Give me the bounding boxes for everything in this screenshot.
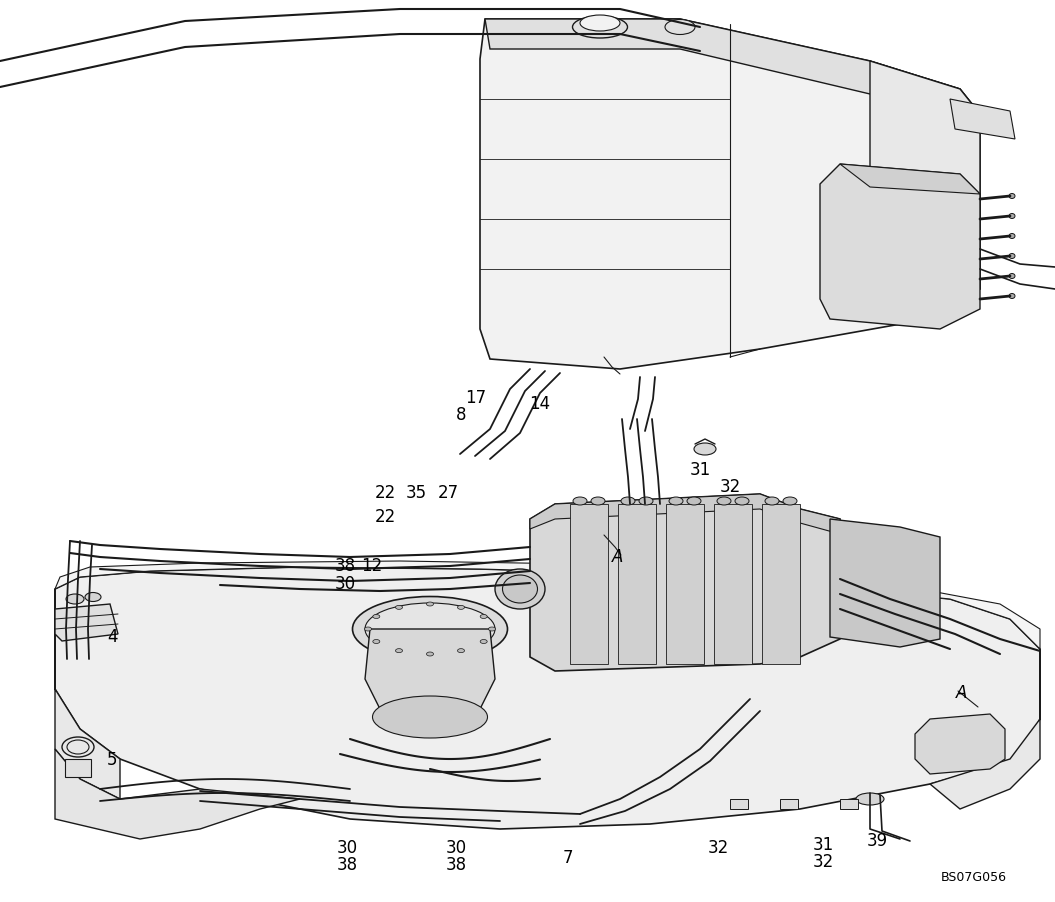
Text: 38: 38 — [337, 855, 358, 873]
Text: 32: 32 — [720, 477, 741, 495]
Polygon shape — [530, 494, 840, 671]
Ellipse shape — [352, 597, 507, 662]
Text: 38: 38 — [445, 855, 466, 873]
Text: 35: 35 — [405, 483, 426, 502]
Polygon shape — [820, 165, 980, 329]
Ellipse shape — [495, 569, 545, 610]
Ellipse shape — [1009, 235, 1015, 239]
Text: BS07G056: BS07G056 — [941, 870, 1008, 884]
Polygon shape — [950, 100, 1015, 140]
Text: 17: 17 — [465, 389, 486, 407]
Ellipse shape — [1009, 215, 1015, 219]
Text: 7: 7 — [562, 848, 573, 866]
Text: 4: 4 — [107, 627, 117, 645]
Polygon shape — [55, 604, 118, 641]
Polygon shape — [485, 20, 980, 115]
Ellipse shape — [783, 497, 797, 505]
Bar — [666, 504, 704, 664]
Ellipse shape — [856, 793, 884, 805]
Ellipse shape — [665, 21, 695, 35]
Ellipse shape — [396, 605, 403, 610]
Bar — [714, 504, 752, 664]
Ellipse shape — [426, 652, 434, 657]
Text: 32: 32 — [812, 852, 833, 870]
Ellipse shape — [488, 627, 496, 631]
Text: 5: 5 — [107, 750, 117, 769]
Ellipse shape — [502, 575, 537, 603]
Text: 39: 39 — [866, 831, 887, 849]
Polygon shape — [55, 561, 1040, 649]
Polygon shape — [530, 494, 840, 534]
Text: A: A — [612, 548, 624, 566]
Ellipse shape — [458, 605, 464, 610]
Text: 30: 30 — [334, 575, 356, 593]
Polygon shape — [55, 589, 120, 799]
Text: 30: 30 — [445, 838, 466, 856]
Polygon shape — [55, 567, 1040, 829]
Ellipse shape — [480, 615, 487, 619]
Ellipse shape — [85, 593, 101, 602]
Ellipse shape — [426, 603, 434, 606]
Text: 31: 31 — [812, 835, 833, 853]
Ellipse shape — [364, 627, 371, 631]
Text: 12: 12 — [362, 557, 383, 575]
Bar — [570, 504, 608, 664]
Text: 32: 32 — [707, 838, 729, 856]
Ellipse shape — [458, 649, 464, 653]
Text: A: A — [956, 683, 967, 701]
Ellipse shape — [372, 615, 380, 619]
Text: 22: 22 — [375, 483, 396, 502]
Ellipse shape — [1009, 194, 1015, 199]
Text: 8: 8 — [456, 406, 466, 424]
Ellipse shape — [1009, 294, 1015, 299]
Ellipse shape — [372, 640, 380, 644]
Ellipse shape — [372, 696, 487, 738]
Ellipse shape — [480, 640, 487, 644]
Ellipse shape — [1009, 274, 1015, 280]
Bar — [840, 799, 858, 809]
Text: 14: 14 — [530, 394, 551, 412]
Text: 38: 38 — [334, 557, 356, 575]
Text: 30: 30 — [337, 838, 358, 856]
Ellipse shape — [66, 594, 84, 604]
Bar — [730, 799, 748, 809]
Ellipse shape — [694, 444, 716, 456]
Text: 31: 31 — [689, 461, 711, 478]
Ellipse shape — [396, 649, 403, 653]
Polygon shape — [830, 520, 940, 648]
Polygon shape — [870, 62, 980, 318]
Bar — [780, 799, 798, 809]
Polygon shape — [931, 649, 1040, 809]
Ellipse shape — [580, 16, 620, 32]
Ellipse shape — [573, 17, 628, 39]
Polygon shape — [840, 165, 980, 195]
Ellipse shape — [669, 497, 683, 505]
Text: 22: 22 — [375, 508, 396, 526]
Ellipse shape — [591, 497, 605, 505]
Polygon shape — [915, 714, 1005, 774]
Bar — [618, 504, 656, 664]
Bar — [65, 759, 91, 778]
Ellipse shape — [639, 497, 653, 505]
Ellipse shape — [621, 497, 635, 505]
Text: 27: 27 — [438, 483, 459, 502]
Bar — [762, 504, 800, 664]
Ellipse shape — [687, 497, 701, 505]
Ellipse shape — [735, 497, 749, 505]
Polygon shape — [480, 20, 980, 370]
Ellipse shape — [1009, 254, 1015, 259]
Ellipse shape — [68, 741, 89, 754]
Ellipse shape — [765, 497, 779, 505]
Polygon shape — [55, 750, 300, 839]
Ellipse shape — [365, 603, 495, 655]
Polygon shape — [365, 630, 495, 719]
Ellipse shape — [717, 497, 731, 505]
Ellipse shape — [573, 497, 587, 505]
